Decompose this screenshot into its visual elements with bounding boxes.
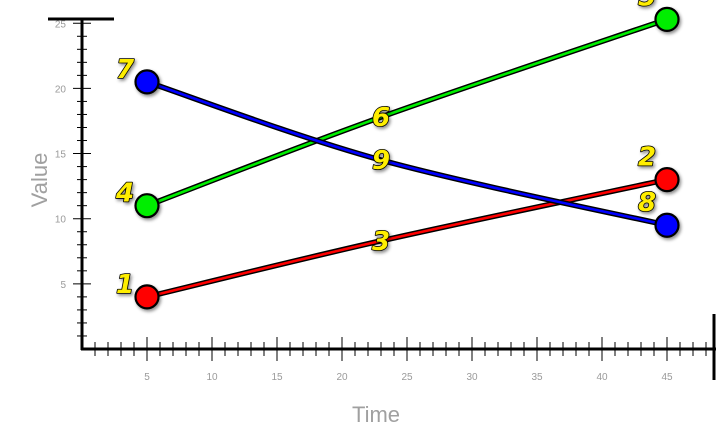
- x-tick-label: 10: [206, 372, 218, 383]
- x-tick-label: 5: [144, 372, 150, 383]
- x-tick-label: 40: [596, 372, 608, 383]
- data-point-label: 2: [638, 143, 656, 173]
- y-axis-title: Value: [27, 153, 52, 208]
- y-tick-label: 20: [55, 84, 67, 95]
- y-tick-label: 15: [55, 150, 67, 161]
- x-tick-label: 45: [661, 372, 673, 383]
- data-point-marker: [134, 193, 160, 219]
- data-point-marker: [134, 284, 160, 310]
- data-point-marker: [134, 69, 160, 95]
- series-line: [145, 18, 669, 207]
- series-line-outline: [144, 79, 670, 228]
- data-point-label: 4: [115, 179, 134, 209]
- data-point-label: 3: [372, 227, 390, 257]
- axes: [48, 17, 716, 380]
- x-axis-title: Time: [352, 402, 400, 427]
- x-tick-label: 25: [401, 372, 413, 383]
- data-point-label: 6: [372, 103, 390, 133]
- x-tick-label: 20: [336, 372, 348, 383]
- data-point-label: 5: [638, 0, 656, 12]
- x-tick-label: 15: [271, 372, 283, 383]
- series-line: [145, 178, 669, 299]
- y-tick-label: 5: [60, 280, 66, 291]
- y-tick-label: 10: [55, 215, 67, 226]
- data-point-marker: [654, 6, 680, 32]
- series-lines: [144, 16, 670, 300]
- y-tick-label: 25: [55, 19, 67, 30]
- series-points: [134, 6, 680, 310]
- data-point-label: 7: [116, 55, 135, 85]
- ticks: 5 10 15 20 25 5 10 15 20 25 30 35 40 45: [55, 19, 707, 383]
- data-point-marker: [654, 212, 680, 238]
- series-line: [145, 80, 669, 227]
- point-labels: 1 3 2 4 6 5 7 9 8: [114, 0, 657, 301]
- x-tick-label: 30: [466, 372, 478, 383]
- data-point-label: 9: [372, 146, 390, 176]
- data-point-label: 8: [638, 188, 656, 218]
- data-point-marker: [654, 167, 680, 193]
- data-point-label: 1: [116, 270, 134, 300]
- x-tick-label: 35: [531, 372, 543, 383]
- series-line-outline: [144, 16, 670, 209]
